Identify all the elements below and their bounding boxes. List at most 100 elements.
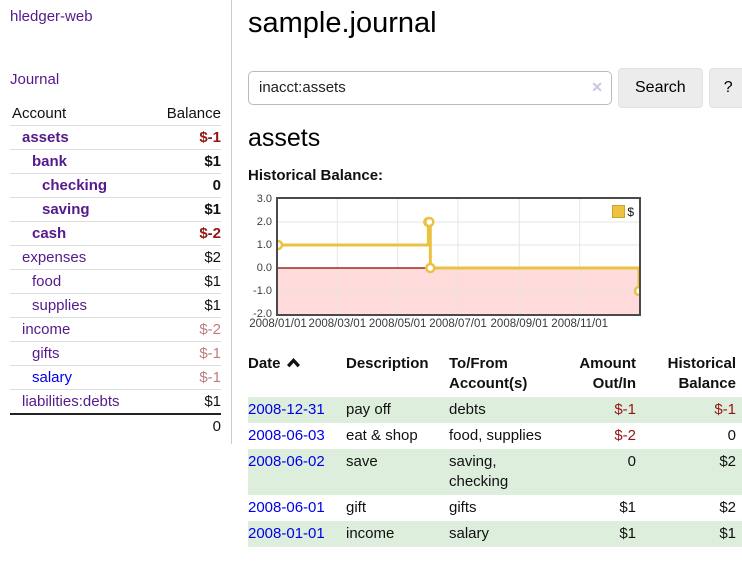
account-balance: $1 [151,389,221,414]
transaction-amount: $1 [619,498,636,516]
transaction-balance: $2 [719,452,736,470]
transaction-date-link[interactable]: 2008-12-31 [248,400,325,418]
data-point-marker [633,285,639,297]
page: hledger-web Journal Account Balance asse… [0,0,742,547]
sort-ascending-icon [286,355,301,375]
transaction-balance: $-1 [714,400,736,418]
account-balance: $1 [151,269,221,294]
transaction-description: save [346,452,378,470]
account-row-income: income $-2 [10,317,221,342]
transaction-date-link[interactable]: 2008-01-01 [248,524,325,542]
x-tick-label: 2008/05/01 [368,317,427,330]
transaction-date-link[interactable]: 2008-06-02 [248,452,325,470]
x-tick-label: 2008/01/01 [249,317,307,330]
clear-search-icon[interactable]: ✕ [591,78,603,95]
account-balance: $-2 [151,221,221,246]
legend-label: $ [627,204,634,219]
account-row-assets: assets $-1 [10,125,221,150]
register-header-balance: Historical Balance [667,354,736,392]
account-link[interactable]: assets [22,129,69,146]
account-balance: $2 [151,245,221,270]
account-link[interactable]: supplies [32,297,88,314]
register-row: 2008-12-31 pay off debts $-1 $-1 [248,396,742,423]
chart-title: Historical Balance: [248,166,384,184]
data-point-marker [278,239,284,251]
legend-swatch-icon [612,205,626,219]
main-content: sample.journal ✕ Search ? assets Histori… [232,0,742,547]
y-tick-label: -1.0 [253,284,272,297]
account-balance: $1 [151,293,221,318]
register-row: 2008-06-01 gift gifts $1 $2 [248,495,742,521]
chart-canvas [278,198,639,314]
account-row-gifts: gifts $-1 [10,341,221,366]
transaction-amount: $1 [619,524,636,542]
transaction-description: gift [346,498,367,516]
account-row-saving: saving $1 [10,197,221,222]
data-point-marker [424,216,435,228]
data-point-marker [425,262,436,274]
account-balance: $-1 [151,125,221,150]
account-row-food: food $1 [10,269,221,294]
account-row-expenses: expenses $2 [10,245,221,270]
account-link[interactable]: gifts [32,345,60,362]
account-link[interactable]: bank [32,153,68,170]
accounts-total-row: 0 [10,413,221,438]
register-row: 2008-06-03 eat & shop food, supplies $-2… [248,423,742,449]
x-tick-label: 2008/07/01 [429,317,487,330]
account-link[interactable]: expenses [22,249,87,266]
transaction-accounts: saving, checking [449,452,509,490]
account-balance: $1 [151,197,221,222]
transaction-amount: $-2 [614,426,636,444]
x-tick-label: 2008/09/01 [490,317,549,330]
transaction-balance: $1 [719,524,736,542]
account-row-supplies: supplies $1 [10,293,221,318]
transaction-description: pay off [346,400,391,418]
transaction-amount: 0 [627,452,636,470]
x-tick-label: 2008/03/01 [308,317,367,330]
app-title-link[interactable]: hledger-web [10,8,93,25]
register-header-amount: Amount Out/In [579,354,636,392]
account-link[interactable]: checking [42,177,108,194]
transaction-balance: 0 [727,426,736,444]
search-box: ✕ [248,70,612,105]
register-row: 2008-06-02 save saving, checking 0 $2 [248,448,742,495]
account-row-cash: cash $-2 [10,221,221,246]
register-header-account: To/From Account(s) [449,354,528,392]
account-balance: 0 [151,173,221,198]
transaction-description: eat & shop [346,426,418,444]
account-link[interactable]: income [22,321,71,338]
transaction-amount: $-1 [614,400,636,418]
y-tick-label: 2.0 [256,215,272,228]
account-row-salary: salary $-1 [10,365,221,390]
register-header-description: Description [346,354,429,372]
account-link[interactable]: cash [32,225,67,242]
help-button[interactable]: ? [708,67,742,108]
transaction-accounts: salary [449,524,490,542]
journal-link[interactable]: Journal [10,71,60,88]
account-link[interactable]: saving [42,201,90,218]
x-axis-labels: 2008/01/01 2008/03/01 2008/05/01 2008/07/01… [249,316,742,333]
page-title: sample.journal [248,7,437,39]
account-row-bank: bank $1 [10,149,221,174]
register-table: Date Description To/From Account(s) Amou… [248,351,742,547]
transaction-date-link[interactable]: 2008-06-03 [248,426,325,444]
account-row-liabilities-debts: liabilities:debts $1 [10,389,221,414]
search-input[interactable] [248,70,612,105]
y-axis-labels: 3.0 2.0 1.0 0.0 -1.0 -2.0 [248,193,276,320]
account-link[interactable]: liabilities:debts [22,393,120,410]
accounts-table: Account Balance assets $-1 bank $1 check… [10,102,221,438]
account-link[interactable]: salary [32,369,73,386]
transaction-balance: $2 [719,498,736,516]
account-link[interactable]: food [32,273,62,290]
transaction-accounts: debts [449,400,486,418]
sidebar: hledger-web Journal Account Balance asse… [0,0,232,444]
accounts-header-account: Account [12,105,67,122]
search-button[interactable]: Search [618,67,703,108]
accounts-total-value: 0 [151,413,221,438]
account-balance: $-2 [151,317,221,342]
transaction-date-link[interactable]: 2008-06-01 [248,498,325,516]
search-form: ✕ Search ? [248,67,742,108]
register-header-row: Date Description To/From Account(s) Amou… [248,351,742,397]
x-tick-label: 2008/11/01 [551,317,608,330]
register-header-date[interactable]: Date [248,351,346,397]
